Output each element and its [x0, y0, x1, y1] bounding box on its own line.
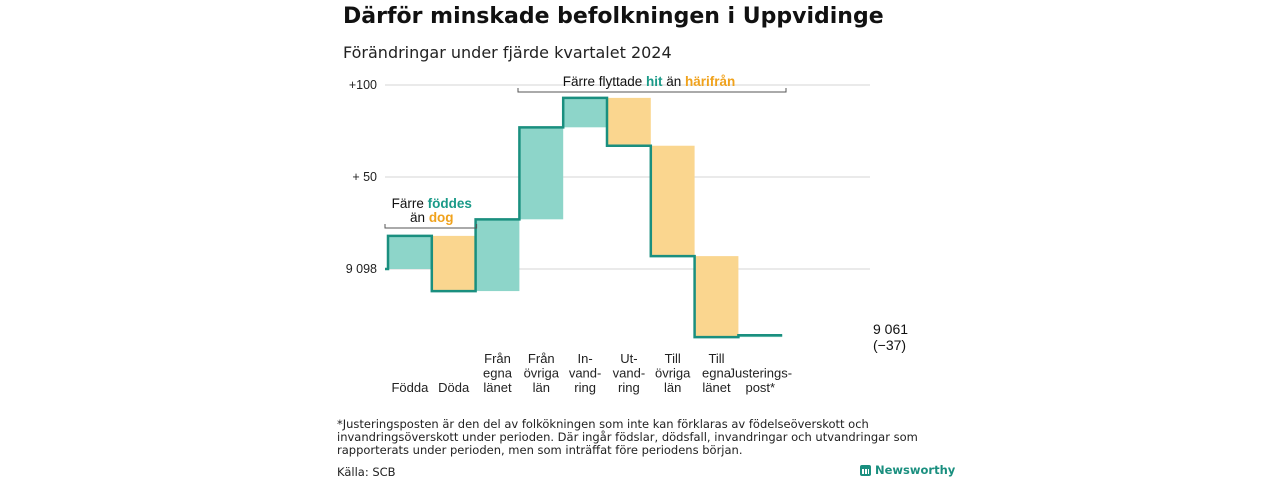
bar — [431, 235, 476, 292]
category-label: Till egna länet — [702, 351, 732, 395]
y-tick-label: 9 098 — [346, 262, 377, 276]
annotation-text: än dog — [410, 210, 454, 225]
annotation-bracket — [384, 224, 478, 229]
category-label: In-vand-ring — [569, 351, 602, 395]
bar — [563, 97, 607, 128]
bar — [475, 219, 520, 292]
category-label: Döda — [438, 380, 470, 395]
end-change-label: (−37) — [873, 337, 906, 353]
category-label: Justerings-post* — [729, 366, 793, 396]
bar — [607, 97, 651, 146]
end-value-label: 9 061 — [873, 321, 908, 337]
category-label: Från egna länet — [483, 351, 513, 395]
cumulative-step-line — [385, 96, 783, 339]
annotation-text: Färre flyttade hit än härifrån — [563, 74, 736, 89]
bars — [388, 97, 783, 338]
category-label: Från övriga län — [524, 351, 560, 395]
category-label: Till övriga län — [655, 351, 691, 395]
brand-name: Newsworthy — [875, 463, 956, 477]
labels: 9 098 + 50 +100 9 061(−37) Födda Döda Från egna… — [346, 78, 909, 395]
bar — [388, 235, 432, 269]
bar — [519, 127, 564, 220]
y-tick-label: + 50 — [352, 170, 377, 184]
footnote: *Justeringsposten är den del av folkökni… — [337, 417, 918, 457]
bar — [650, 145, 695, 257]
annotation-bracket — [517, 88, 787, 93]
category-label: Födda — [391, 380, 429, 395]
chart-subtitle: Förändringar under fjärde kvartalet 2024 — [343, 43, 672, 62]
y-tick-label: +100 — [349, 78, 377, 92]
brand-logo: Newsworthy — [860, 463, 955, 477]
bar-chart-icon — [860, 464, 871, 476]
source-text: Källa: SCB — [337, 465, 396, 479]
bar — [694, 256, 739, 338]
category-label: Ut-vand-ring — [613, 351, 646, 395]
annotation-text: Färre föddes — [392, 196, 472, 211]
chart-title: Därför minskade befolkningen i Uppviding… — [343, 4, 884, 29]
